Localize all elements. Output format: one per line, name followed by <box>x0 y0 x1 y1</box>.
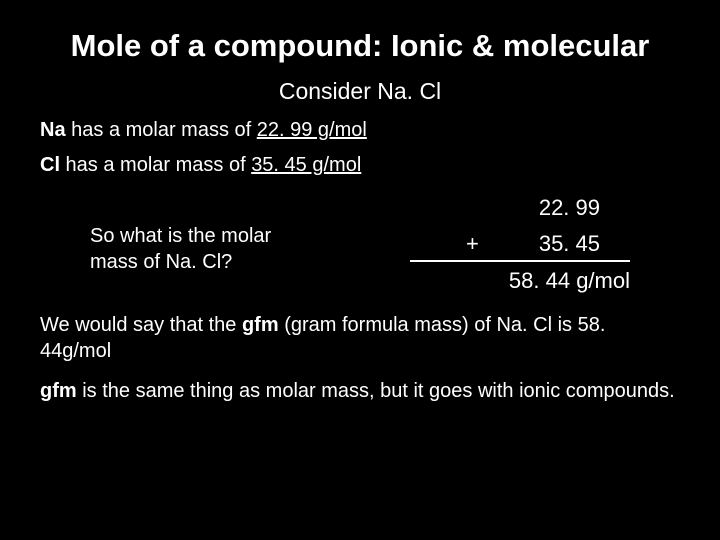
question-text: So what is the molar mass of Na. Cl? <box>40 195 370 294</box>
question-line1: So what is the molar <box>90 223 370 249</box>
slide: Mole of a compound: Ionic & molecular Co… <box>0 0 720 540</box>
na-text: has a molar mass of <box>66 119 257 141</box>
plus-sign: + <box>466 231 479 257</box>
footer2-b: is the same thing as molar mass, but it … <box>77 380 675 402</box>
slide-title: Mole of a compound: Ionic & molecular <box>40 28 680 64</box>
calc-result: 58. 44 g/mol <box>410 268 630 294</box>
na-element: Na <box>40 119 66 141</box>
cl-text: has a molar mass of <box>60 154 251 176</box>
calc-value-1: 22. 99 <box>410 195 630 221</box>
calculation: 22. 99 + 35. 45 58. 44 g/mol <box>410 195 630 294</box>
na-molar-mass-line: Na has a molar mass of 22. 99 g/mol <box>40 119 680 142</box>
footer2-gfm: gfm <box>40 380 77 402</box>
calc-value-2: 35. 45 <box>539 231 600 257</box>
gfm-definition: gfm is the same thing as molar mass, but… <box>40 378 680 404</box>
slide-subtitle: Consider Na. Cl <box>40 78 680 105</box>
middle-row: So what is the molar mass of Na. Cl? 22.… <box>40 195 680 294</box>
footer1-gfm: gfm <box>242 314 279 336</box>
footer1-a: We would say that the <box>40 314 242 336</box>
na-value: 22. 99 g/mol <box>257 119 367 141</box>
cl-molar-mass-line: Cl has a molar mass of 35. 45 g/mol <box>40 154 680 177</box>
cl-element: Cl <box>40 154 60 176</box>
calc-addition-row: + 35. 45 <box>410 231 630 262</box>
question-line2: mass of Na. Cl? <box>90 249 370 275</box>
gfm-statement: We would say that the gfm (gram formula … <box>40 312 680 364</box>
cl-value: 35. 45 g/mol <box>251 154 361 176</box>
